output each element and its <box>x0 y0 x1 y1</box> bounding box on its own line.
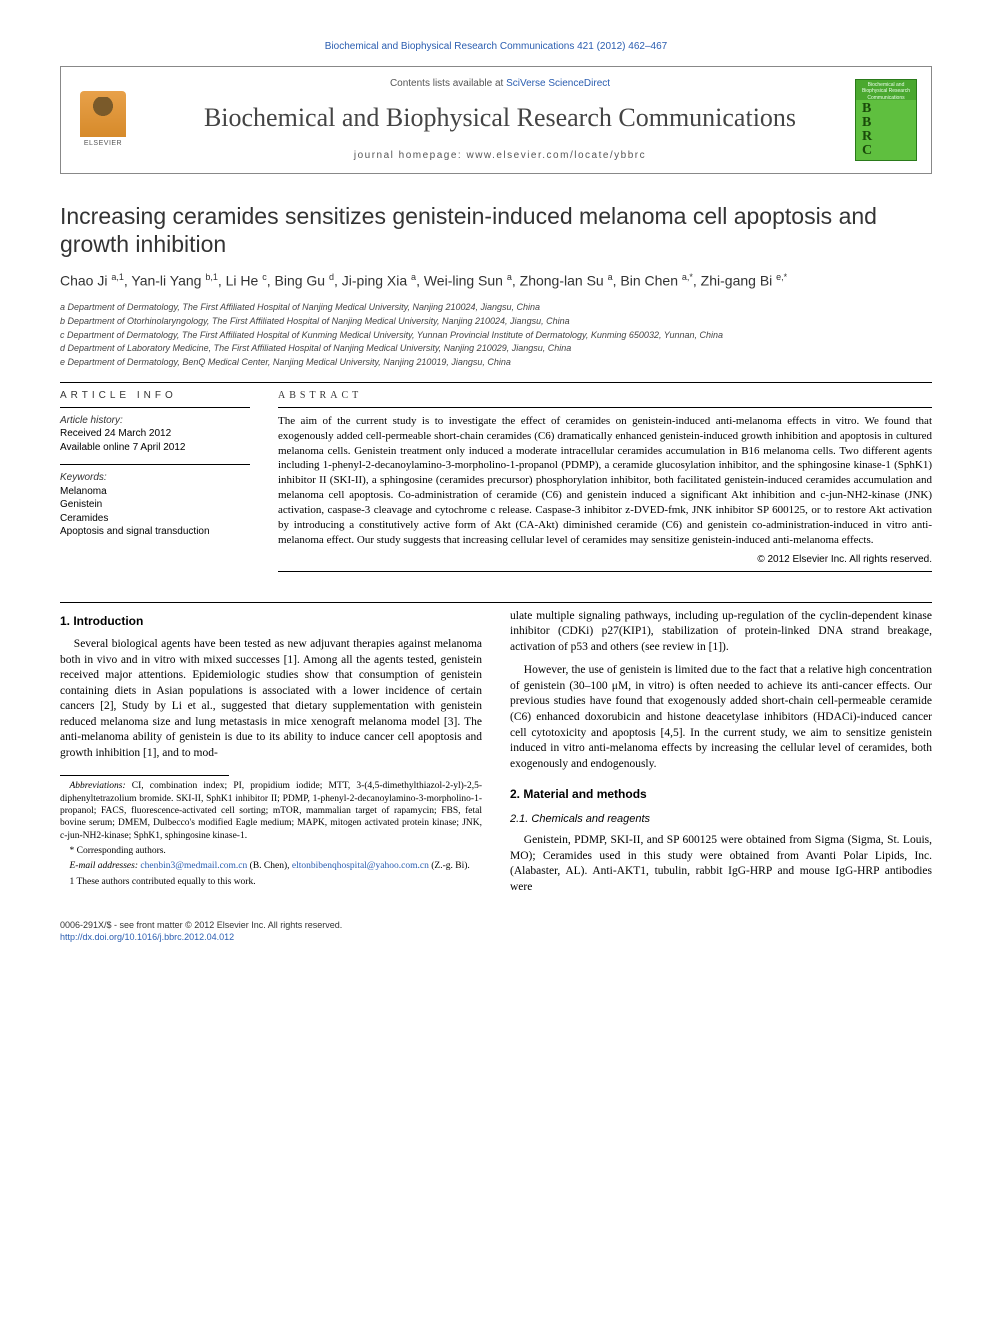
contribution-footnote: 1 These authors contributed equally to t… <box>60 876 482 888</box>
affiliation: a Department of Dermatology, The First A… <box>60 301 932 314</box>
journal-name: Biochemical and Biophysical Research Com… <box>145 100 855 135</box>
abbreviations-footnote: Abbreviations: CI, combination index; PI… <box>60 780 482 842</box>
body-columns: 1. Introduction Several biological agent… <box>60 609 932 903</box>
affiliation: e Department of Dermatology, BenQ Medica… <box>60 356 932 369</box>
elsevier-tree-icon <box>80 91 126 137</box>
article-info-heading: ARTICLE INFO <box>60 389 250 403</box>
article-title: Increasing ceramides sensitizes genistei… <box>60 202 932 260</box>
issn-line: 0006-291X/$ - see front matter © 2012 El… <box>60 919 342 931</box>
journal-homepage[interactable]: journal homepage: www.elsevier.com/locat… <box>145 149 855 163</box>
intro-paragraph: ulate multiple signaling pathways, inclu… <box>510 609 932 656</box>
subsection-heading: 2.1. Chemicals and reagents <box>510 812 932 827</box>
keyword: Melanoma <box>60 485 250 499</box>
intro-paragraph: Several biological agents have been test… <box>60 637 482 761</box>
footer: 0006-291X/$ - see front matter © 2012 El… <box>60 919 932 943</box>
online-date: Available online 7 April 2012 <box>60 441 250 455</box>
email-footnote: E-mail addresses: chenbin3@medmail.com.c… <box>60 860 482 872</box>
keywords-label: Keywords: <box>60 471 250 485</box>
keyword: Apoptosis and signal transduction <box>60 525 250 539</box>
abstract-heading: ABSTRACT <box>278 389 932 403</box>
affiliation: d Department of Laboratory Medicine, The… <box>60 342 932 355</box>
received-date: Received 24 March 2012 <box>60 427 250 441</box>
elsevier-label: ELSEVIER <box>84 139 122 148</box>
abstract-text: The aim of the current study is to inves… <box>278 414 932 548</box>
keyword: Genistein <box>60 498 250 512</box>
copyright: © 2012 Elsevier Inc. All rights reserved… <box>278 553 932 567</box>
affiliation: c Department of Dermatology, The First A… <box>60 329 932 342</box>
history-label: Article history: <box>60 414 250 428</box>
top-citation[interactable]: Biochemical and Biophysical Research Com… <box>60 40 932 54</box>
article-info: ARTICLE INFO Article history: Received 2… <box>60 389 250 578</box>
journal-cover-thumb: Biochemical and Biophysical Research Com… <box>855 79 917 161</box>
keyword: Ceramides <box>60 512 250 526</box>
affiliations: a Department of Dermatology, The First A… <box>60 301 932 368</box>
abstract: ABSTRACT The aim of the current study is… <box>278 389 932 578</box>
section-heading-methods: 2. Material and methods <box>510 786 932 802</box>
doi-link[interactable]: http://dx.doi.org/10.1016/j.bbrc.2012.04… <box>60 932 234 942</box>
sciencedirect-link[interactable]: SciVerse ScienceDirect <box>506 78 610 89</box>
section-heading-intro: 1. Introduction <box>60 613 482 629</box>
corresponding-footnote: * Corresponding authors. <box>60 845 482 857</box>
affiliation: b Department of Otorhinolaryngology, The… <box>60 315 932 328</box>
journal-header: ELSEVIER Contents lists available at Sci… <box>60 66 932 174</box>
intro-paragraph: However, the use of genistein is limited… <box>510 663 932 772</box>
contents-available: Contents lists available at SciVerse Sci… <box>145 77 855 91</box>
elsevier-logo: ELSEVIER <box>75 89 131 151</box>
email-link[interactable]: eltonbibenqhospital@yahoo.com.cn <box>292 861 429 871</box>
footnotes: Abbreviations: CI, combination index; PI… <box>60 780 482 888</box>
methods-paragraph: Genistein, PDMP, SKI-II, and SP 600125 w… <box>510 833 932 895</box>
email-link[interactable]: chenbin3@medmail.com.cn <box>140 861 247 871</box>
authors-list: Chao Ji a,1, Yan-li Yang b,1, Li He c, B… <box>60 271 932 291</box>
